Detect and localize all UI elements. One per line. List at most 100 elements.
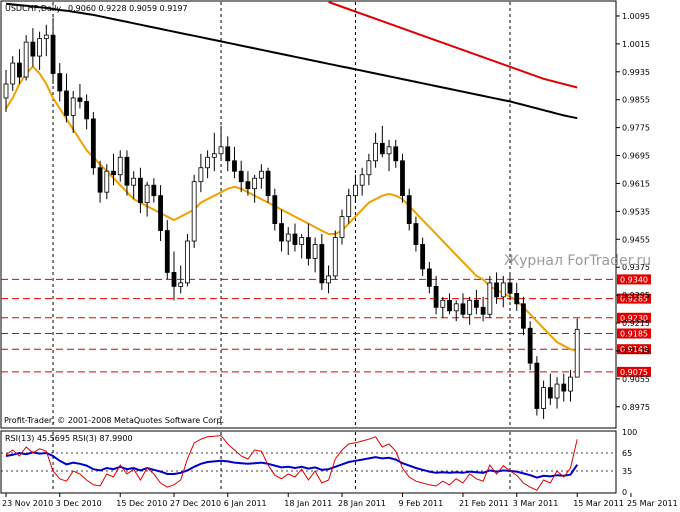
candle-body xyxy=(500,282,506,298)
candle-body xyxy=(467,299,473,315)
candle-body xyxy=(178,282,184,287)
time-tick-label: 9 Feb 2011 xyxy=(398,499,443,508)
candle-body xyxy=(285,233,291,242)
time-tick-label: 21 Feb 2011 xyxy=(459,499,509,508)
candle-body xyxy=(211,153,217,158)
candle-body xyxy=(158,195,163,231)
candle-body xyxy=(426,268,432,287)
price-tick-label: 0.9535 xyxy=(622,207,650,216)
candle-body xyxy=(487,282,493,315)
time-tick-label: 15 Dec 2010 xyxy=(116,499,167,508)
candle-body xyxy=(164,230,170,273)
candle-body xyxy=(258,170,264,179)
candle-body xyxy=(373,142,379,162)
price-panel-frame xyxy=(0,0,617,429)
candle-body xyxy=(17,62,22,78)
candle-body xyxy=(312,244,318,259)
price-tick-label: 0.9615 xyxy=(622,179,650,188)
vertical-separators xyxy=(52,2,511,492)
rsi-line-fast xyxy=(5,435,578,491)
rsi-indicator: 100 65 35 0 xyxy=(1,428,637,497)
price-tick-label: 1.0015 xyxy=(622,40,650,49)
time-tick-label: 25 Mar 2011 xyxy=(627,499,678,508)
rsi-line-slow xyxy=(5,451,579,479)
candle-body xyxy=(292,233,298,245)
candle-body xyxy=(279,223,284,242)
candle-body xyxy=(144,184,150,204)
candle-body xyxy=(353,184,358,197)
copyright-text: Profit-Trader, © 2001-2008 MetaQuotes So… xyxy=(4,416,224,425)
candle-body xyxy=(534,362,540,409)
candle-body xyxy=(473,299,479,308)
candle-body xyxy=(527,327,533,364)
time-tick-label: 15 Mar 2011 xyxy=(573,499,624,508)
candle-body xyxy=(37,38,42,57)
price-tick-label: 0.9695 xyxy=(622,152,650,161)
level-label-box xyxy=(617,293,651,304)
candle-body xyxy=(90,118,96,169)
candle-body xyxy=(272,195,278,224)
candle-body xyxy=(198,167,204,183)
level-label: 0.9140 xyxy=(620,345,648,354)
candle-body xyxy=(64,90,69,116)
candle-body xyxy=(460,303,466,315)
price-tick-label: 0.9055 xyxy=(622,375,650,384)
level-label-box xyxy=(617,366,651,377)
candle-body xyxy=(43,34,49,40)
chart-header-symbol: USDCHF,Daily xyxy=(5,4,61,13)
level-label-box xyxy=(617,328,651,339)
candle-body xyxy=(77,97,83,102)
price-tick-label: 0.9295 xyxy=(622,291,650,300)
time-axis: 23 Nov 2010 3 Dec 2010 15 Dec 2010 27 Dec 2… xyxy=(2,493,678,508)
candle-body xyxy=(185,240,190,284)
time-tick-label: 3 Dec 2010 xyxy=(56,499,102,508)
rsi-tick-label: 0 xyxy=(622,488,627,497)
candle-body xyxy=(393,146,399,162)
candle-body xyxy=(137,177,143,204)
ma-fast-line xyxy=(5,65,578,352)
price-tick-label: 0.9455 xyxy=(622,235,650,244)
candle-body xyxy=(568,376,573,392)
candle-body xyxy=(554,383,560,399)
rsi-header: RSI(13) 45.5695 RSI(3) 87.9900 xyxy=(5,434,133,443)
candle-body xyxy=(400,160,405,197)
candle-body xyxy=(70,97,76,116)
candle-body xyxy=(319,244,325,284)
candle-body xyxy=(346,195,352,217)
candle-body xyxy=(453,303,459,312)
candle-body xyxy=(23,41,29,78)
candle-body xyxy=(332,237,338,277)
rsi-tick-label: 65 xyxy=(622,449,632,458)
candle-body xyxy=(379,142,385,155)
candle-body xyxy=(104,170,110,193)
candle-body xyxy=(124,156,130,186)
level-label: 0.9285 xyxy=(620,295,648,304)
candle-body xyxy=(30,41,36,57)
time-tick-label: 18 Jan 2011 xyxy=(284,499,332,508)
ma-long-line xyxy=(328,1,578,89)
price-tick-label: 0.9935 xyxy=(622,68,650,77)
price-tick-label: 0.9855 xyxy=(622,96,650,105)
candle-body xyxy=(433,285,439,308)
time-tick-label: 3 Mar 2011 xyxy=(513,499,559,508)
candle-body xyxy=(191,181,197,242)
rsi-tick-label: 35 xyxy=(622,467,632,476)
price-axis: 1.0095 1.0015 0.9935 0.9855 0.9775 0.9695 0.96… xyxy=(616,12,650,412)
candle-body xyxy=(218,146,224,155)
candle-body xyxy=(265,170,271,197)
candle-body xyxy=(252,177,258,190)
candle-body xyxy=(10,62,16,85)
candle-body xyxy=(171,272,177,287)
candle-body xyxy=(238,170,244,183)
candle-body xyxy=(305,237,311,259)
candle-body xyxy=(326,275,331,284)
level-label-box xyxy=(617,312,651,323)
candle-body xyxy=(561,383,567,392)
candle-body xyxy=(57,73,63,92)
candle-body xyxy=(97,167,103,193)
level-label-box xyxy=(617,274,651,285)
rsi-panel-frame xyxy=(0,430,617,494)
price-tick-label: 0.9775 xyxy=(622,124,650,133)
ma-slow-line xyxy=(5,2,578,120)
